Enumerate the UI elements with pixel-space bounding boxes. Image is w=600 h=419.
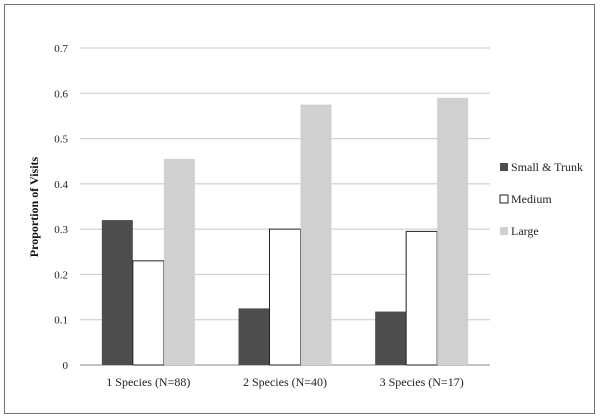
y-tick-label: 0.1 — [54, 315, 68, 327]
bar-medium-3 — [405, 230, 438, 366]
bar-small-trunk-1 — [101, 220, 133, 365]
bar-large-2 — [300, 104, 332, 365]
x-category-labels: 1 Species (N=88) 2 Species (N=40) 3 Specie… — [106, 375, 463, 389]
bar-small-trunk-3 — [375, 311, 407, 365]
bar-medium-2 — [269, 228, 301, 366]
bar-large-1 — [163, 158, 195, 365]
x-category-label: 2 Species (N=40) — [243, 375, 327, 389]
legend-label: Medium — [511, 192, 552, 206]
x-category-label: 3 Species (N=17) — [380, 375, 464, 389]
y-tick-label: 0.4 — [54, 179, 68, 191]
y-tick-label: 0.7 — [54, 43, 68, 55]
bar-medium-1 — [132, 260, 165, 366]
y-axis-title: Proportion of Visits — [27, 156, 41, 257]
y-tick-label: 0.2 — [54, 269, 68, 281]
legend-label: Small & Trunk — [511, 160, 583, 174]
y-tick-label: 0.5 — [54, 134, 68, 146]
y-tick-label: 0 — [63, 360, 69, 372]
bar-large-3 — [437, 97, 469, 366]
legend-swatch — [500, 227, 508, 235]
x-category-label: 1 Species (N=88) — [106, 375, 190, 389]
legend-swatch — [500, 163, 508, 171]
legend: Small & Trunk Medium Large — [499, 160, 583, 238]
legend-swatch — [499, 194, 509, 204]
legend-label: Large — [511, 224, 539, 238]
bar-small-trunk-2 — [238, 308, 270, 365]
y-tick-label: 0.6 — [54, 88, 68, 100]
bars — [101, 97, 469, 366]
y-tick-label: 0.3 — [54, 224, 68, 236]
y-tick-labels: 0 0.1 0.2 0.3 0.4 0.5 0.6 0.7 — [54, 43, 68, 372]
